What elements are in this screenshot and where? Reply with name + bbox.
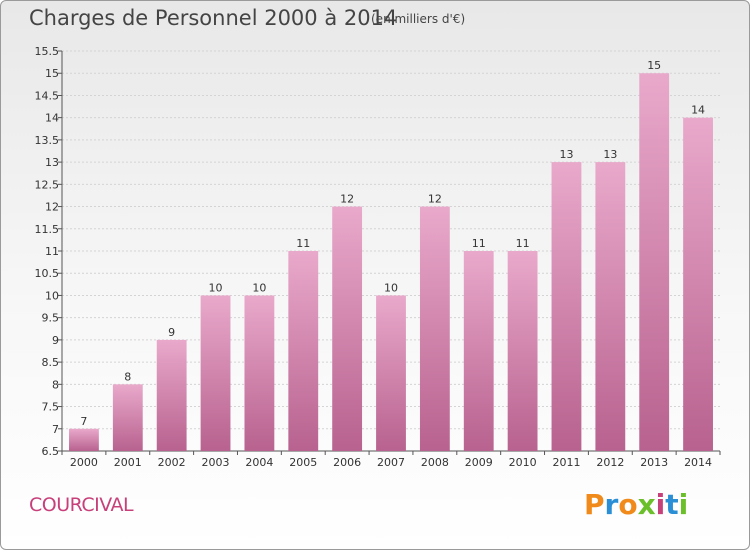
y-tick-label: 13.5	[35, 134, 60, 147]
x-tick-label: 2004	[245, 456, 273, 469]
x-tick-label: 2006	[333, 456, 361, 469]
bar-2014	[683, 117, 713, 452]
value-label: 11	[296, 237, 310, 250]
y-tick-label: 8.5	[42, 356, 60, 369]
value-label: 12	[340, 193, 354, 206]
x-tick-label: 2000	[70, 456, 98, 469]
y-tick-label: 6.5	[42, 445, 60, 458]
logo-letter: i	[655, 488, 666, 521]
value-label: 7	[80, 415, 87, 428]
value-label: 13	[603, 148, 617, 161]
y-tick-label: 8	[52, 378, 59, 391]
bar-2003	[200, 295, 231, 451]
chart-subtitle: (en milliers d'€)	[371, 12, 466, 26]
x-tick-label: 2008	[421, 456, 449, 469]
x-tick-label: 2005	[289, 456, 317, 469]
chart-title: Charges de Personnel 2000 à 2014	[29, 6, 398, 30]
y-tick-label: 15.5	[35, 45, 60, 58]
value-label: 11	[516, 237, 530, 250]
bar-2004	[244, 295, 275, 451]
x-tick-label: 2010	[509, 456, 537, 469]
value-label: 12	[428, 193, 442, 206]
value-label: 10	[384, 281, 398, 294]
bar-2000	[69, 428, 99, 451]
logo-letter: o	[618, 488, 638, 521]
y-tick-label: 14	[45, 112, 59, 125]
x-tick-label: 2009	[465, 456, 493, 469]
bar-2002	[156, 339, 187, 451]
x-tick-label: 2014	[684, 456, 712, 469]
y-tick-label: 13	[45, 156, 59, 169]
value-label: 14	[691, 104, 705, 117]
logo-letter: i	[678, 488, 689, 521]
bar-2008	[419, 206, 450, 451]
bar-2005	[288, 251, 319, 451]
logo-letter: P	[584, 488, 605, 521]
x-tick-label: 2001	[114, 456, 142, 469]
value-label: 10	[209, 281, 223, 294]
value-label: 11	[472, 237, 486, 250]
y-tick-label: 11	[45, 245, 59, 258]
value-label: 13	[559, 148, 573, 161]
bar-2010	[507, 251, 538, 451]
bar-2001	[112, 384, 143, 451]
y-tick-label: 12.5	[35, 178, 60, 191]
x-tick-label: 2011	[552, 456, 580, 469]
y-tick-label: 10	[45, 289, 59, 302]
bar-2013	[639, 73, 670, 451]
y-tick-label: 14.5	[35, 89, 60, 102]
y-tick-label: 12	[45, 201, 59, 214]
x-tick-label: 2003	[202, 456, 230, 469]
value-label: 8	[124, 370, 131, 383]
x-tick-label: 2007	[377, 456, 405, 469]
bar-2011	[551, 162, 582, 451]
y-tick-label: 7	[52, 423, 59, 436]
value-label: 9	[168, 326, 175, 339]
bar-2009	[463, 251, 494, 451]
y-tick-label: 15	[45, 67, 59, 80]
town-name: COURCIVAL	[29, 494, 134, 516]
bar-2006	[332, 206, 363, 451]
bar-2012	[595, 162, 626, 451]
x-tick-label: 2013	[640, 456, 668, 469]
y-tick-label: 10.5	[35, 267, 60, 280]
value-label: 10	[252, 281, 266, 294]
proxiti-logo[interactable]: Proxiti	[584, 488, 688, 521]
logo-letter: r	[604, 488, 619, 521]
y-tick-label: 7.5	[42, 401, 60, 414]
y-tick-label: 11.5	[35, 223, 60, 236]
y-tick-label: 9	[52, 334, 59, 347]
y-tick-label: 9.5	[42, 312, 60, 325]
logo-letter: x	[637, 488, 656, 521]
logo-letter: t	[665, 488, 679, 521]
x-tick-label: 2002	[158, 456, 186, 469]
value-label: 15	[647, 59, 661, 72]
x-tick-label: 2012	[596, 456, 624, 469]
bar-2007	[376, 295, 406, 451]
